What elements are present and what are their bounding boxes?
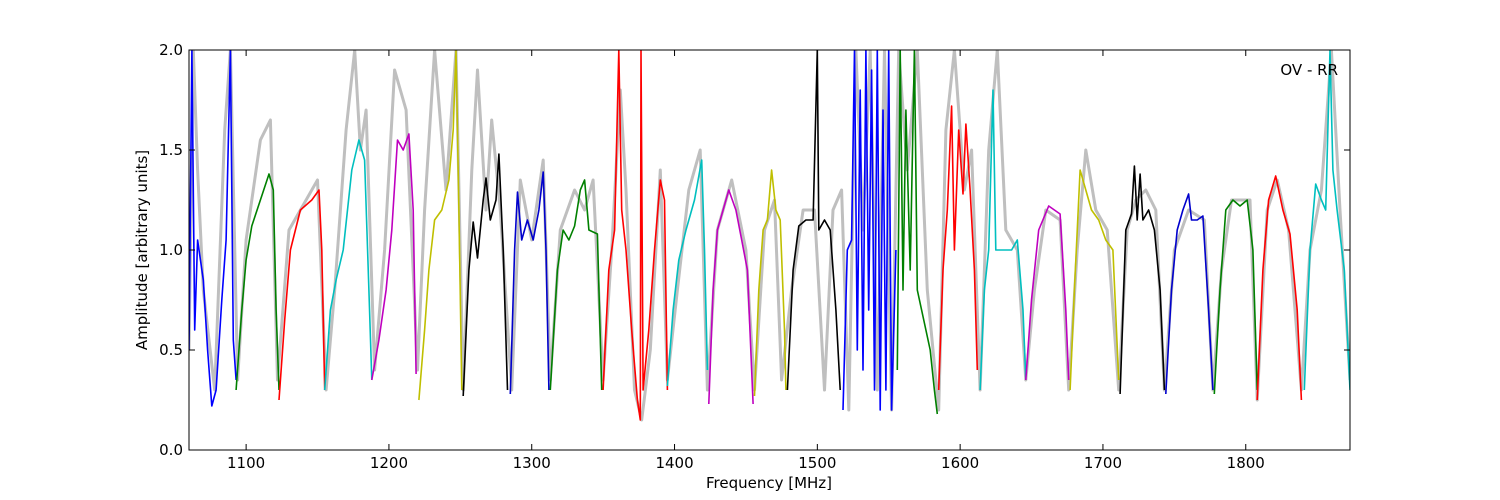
series-line-9 <box>549 179 603 391</box>
y-axis-label: Amplitude [arbitrary units] <box>133 150 151 350</box>
series-line-13 <box>753 169 787 397</box>
series-line-20 <box>1069 169 1120 391</box>
x-tick-label: 1600 <box>941 454 979 472</box>
series-line-7 <box>462 153 509 397</box>
series-line-16 <box>896 50 939 415</box>
series-line-19 <box>1025 205 1070 381</box>
series-line-12 <box>708 189 754 405</box>
series-line-24 <box>1256 175 1303 401</box>
series-line-21 <box>1119 165 1166 395</box>
x-tick-label: 1200 <box>370 454 408 472</box>
series-line-5 <box>371 133 417 381</box>
series-line-14 <box>786 50 841 391</box>
x-tick-label: 1300 <box>513 454 551 472</box>
plot-area <box>189 50 1350 422</box>
background-series-line <box>189 50 1350 422</box>
chart-annotation: OV - RR <box>1280 61 1338 79</box>
y-tick-label: 1.5 <box>159 141 183 159</box>
series-line-6 <box>418 50 463 401</box>
series-line-18 <box>979 89 1027 391</box>
y-axis: 0.0 0.5 1.0 1.5 2.0 <box>159 41 1350 459</box>
series-line-17 <box>937 105 979 391</box>
series-line-23 <box>1213 199 1258 395</box>
series-line-11 <box>666 159 709 387</box>
series-line-25 <box>1303 50 1350 391</box>
series-line-22 <box>1165 193 1214 395</box>
series-line-10 <box>602 50 669 421</box>
background-envelope <box>189 50 1350 422</box>
series-line-2 <box>235 173 280 391</box>
series-line-15 <box>842 50 897 411</box>
x-tick-label: 1700 <box>1084 454 1122 472</box>
y-tick-label: 1.0 <box>159 241 183 259</box>
x-tick-label: 1100 <box>227 454 265 472</box>
y-tick-label: 0.0 <box>159 441 183 459</box>
series-line-1 <box>189 50 237 407</box>
series-line-8 <box>509 171 550 395</box>
x-tick-label: 1500 <box>798 454 836 472</box>
x-tick-label: 1400 <box>655 454 693 472</box>
x-tick-label: 1800 <box>1227 454 1265 472</box>
series-line-4 <box>323 139 373 391</box>
x-axis-label: Frequency [MHz] <box>706 474 832 492</box>
y-tick-label: 0.5 <box>159 341 183 359</box>
series-layer <box>189 50 1350 421</box>
series-line-3 <box>278 189 326 401</box>
y-tick-label: 2.0 <box>159 41 183 59</box>
x-axis: 1100 1200 1300 1400 1500 1600 1700 1800 <box>227 50 1265 472</box>
